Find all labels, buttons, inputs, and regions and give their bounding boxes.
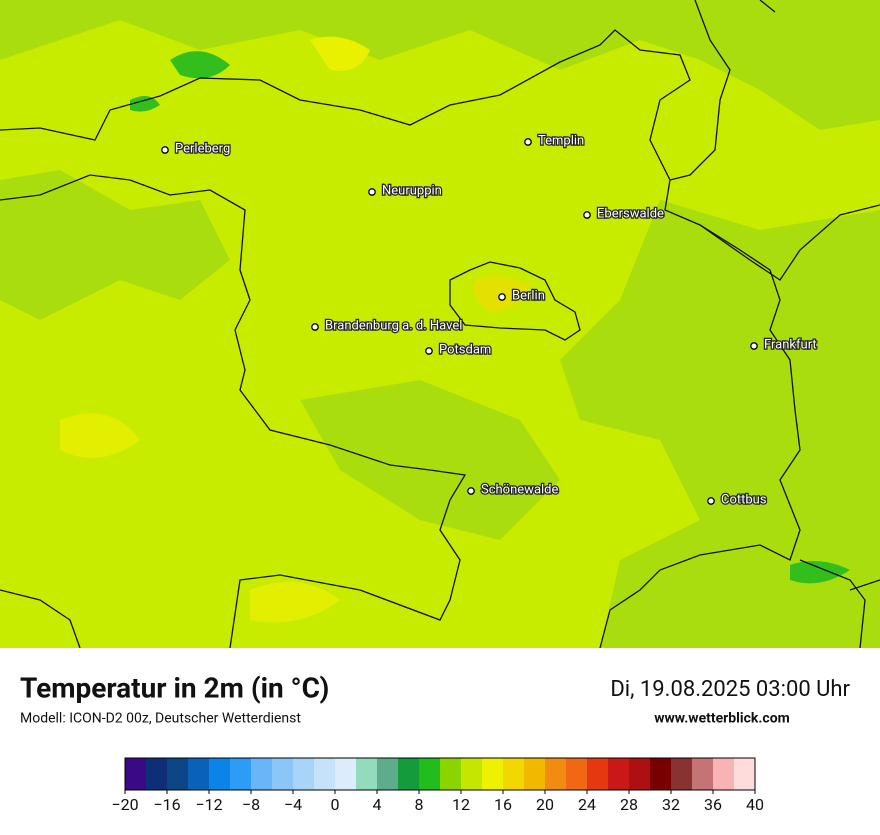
city-label: Schönewalde — [481, 482, 559, 497]
colorbar-tick-label: 20 — [536, 795, 554, 814]
city-dot — [311, 323, 319, 331]
colorbar-cell — [482, 758, 504, 790]
colorbar-cell — [692, 758, 714, 790]
colorbar-cell — [188, 758, 210, 790]
colorbar-tick-label: 0 — [331, 795, 340, 814]
website: www.wetterblick.com — [654, 711, 790, 727]
colorbar-tick-label: 16 — [494, 795, 512, 814]
colorbar-cell — [314, 758, 336, 790]
city-label: Frankfurt — [764, 337, 817, 352]
city-label: Perleberg — [175, 141, 230, 156]
colorbar-cell — [503, 758, 525, 790]
borders — [0, 0, 880, 649]
colorbar-cell — [335, 758, 357, 790]
city-label: Templin — [538, 133, 584, 148]
colorbar-tick-label: −16 — [153, 795, 180, 814]
colorbar-tick-label: 32 — [662, 795, 680, 814]
colorbar-tick-label: 24 — [578, 795, 596, 814]
colorbar-cell — [440, 758, 462, 790]
city-dot — [583, 211, 591, 219]
colorbar-cell — [650, 758, 672, 790]
datetime: Di, 19.08.2025 03:00 Uhr — [610, 677, 850, 702]
city-dot — [161, 146, 169, 154]
colorbar-cell — [671, 758, 693, 790]
colorbar-cell — [545, 758, 567, 790]
colorbar-tick-label: 40 — [746, 795, 764, 814]
colorbar: −20 −16 −12 −8 −4 0 4 8 12 16 20 24 28 32 36 40 — [111, 757, 764, 814]
colorbar-cell — [167, 758, 189, 790]
city-label: Neuruppin — [382, 183, 442, 198]
colorbar-cell — [377, 758, 399, 790]
colorbar-cell — [713, 758, 735, 790]
colorbar-tick-label: −4 — [284, 795, 302, 814]
colorbar-tick-label: 36 — [704, 795, 722, 814]
colorbar-cell — [608, 758, 630, 790]
colorbar-cell — [272, 758, 294, 790]
colorbar-frame — [124, 757, 756, 791]
colorbar-cell — [587, 758, 609, 790]
city-dot — [498, 293, 506, 301]
map: Perleberg Templin Neuruppin Eberswalde Berli… — [0, 0, 880, 649]
colorbar-tick-label: −8 — [242, 795, 260, 814]
city-label: Potsdam — [439, 342, 491, 357]
colorbar-cell — [398, 758, 420, 790]
colorbar-cell — [230, 758, 252, 790]
city-dot — [425, 347, 433, 355]
colorbar-tick-label: −12 — [195, 795, 222, 814]
colorbar-tick-label: 28 — [620, 795, 638, 814]
colorbar-tick-label: −20 — [111, 795, 138, 814]
city-layer: Perleberg Templin Neuruppin Eberswalde Berli… — [161, 132, 818, 509]
colorbar-cell — [419, 758, 441, 790]
colorbar-cell — [146, 758, 168, 790]
city-dot — [707, 497, 715, 505]
colorbar-cell — [524, 758, 546, 790]
city-dot — [750, 342, 758, 350]
colorbar-tick-label: 12 — [452, 795, 470, 814]
colorbar-cell — [125, 758, 147, 790]
title: Temperatur in 2m (in °C) — [20, 671, 329, 704]
city-dot — [368, 188, 376, 196]
city-label: Cottbus — [721, 492, 767, 507]
colorbar-cell — [209, 758, 231, 790]
colorbar-cell — [293, 758, 315, 790]
colorbar-cell — [566, 758, 588, 790]
colorbar-cell — [251, 758, 273, 790]
colorbar-tick-label: 8 — [415, 795, 424, 814]
city-label: Brandenburg a. d. Havel — [325, 318, 462, 333]
colorbar-cell — [356, 758, 378, 790]
city-dot — [467, 487, 475, 495]
city-label: Eberswalde — [597, 206, 664, 221]
city-dot — [524, 138, 532, 146]
colorbar-cell — [734, 758, 756, 790]
temperature-field — [0, 0, 880, 648]
colorbar-cell — [629, 758, 651, 790]
colorbar-tick-label: 4 — [373, 795, 382, 814]
colorbar-cell — [461, 758, 483, 790]
city-label: Berlin — [512, 288, 545, 303]
subtitle: Modell: ICON-D2 00z, Deutscher Wetterdie… — [20, 711, 301, 727]
